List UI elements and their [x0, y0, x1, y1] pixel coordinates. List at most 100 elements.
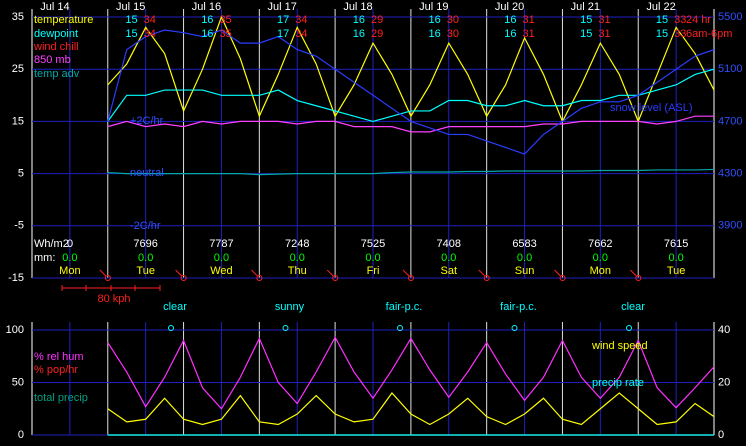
sky-label: sunny	[275, 301, 305, 313]
y-tick-label: -15	[8, 272, 24, 284]
adv-label: -2C/hr	[130, 220, 161, 232]
legend-entry: wind chill	[33, 41, 79, 53]
wind-barb	[104, 275, 111, 281]
daily-low: 17	[277, 14, 289, 26]
daily-low: 17	[277, 28, 289, 40]
y-tick-label: 5	[18, 168, 24, 180]
legend-entry: snow level (ASL)	[610, 102, 693, 114]
daily-high: 33	[674, 28, 686, 40]
daily-high: 34	[144, 28, 156, 40]
legend-entry: % pop/hr	[34, 364, 78, 376]
daily-high: 31	[523, 28, 535, 40]
sky-icon	[168, 325, 174, 331]
series-line	[107, 15, 715, 124]
adv-label: neutral	[130, 167, 164, 179]
daily-high: 34	[295, 28, 307, 40]
legend-entry: 850 mb	[34, 54, 71, 66]
daily-high: 33	[674, 14, 686, 26]
wind-barb	[559, 275, 566, 281]
precip-value: 0.0	[214, 252, 229, 264]
daily-low: 16	[504, 14, 516, 26]
legend-entry: total precip	[34, 392, 88, 404]
y-tick-label: 100	[6, 324, 24, 336]
series-line	[107, 29, 715, 155]
daily-high: 29	[371, 28, 383, 40]
y-tick-label: 15	[12, 115, 24, 127]
x-tick-label: Jul 17	[268, 1, 297, 13]
wind-barb	[99, 269, 107, 277]
row-label: Wh/m2	[34, 238, 69, 250]
legend-entry: dewpoint	[34, 28, 78, 40]
y-tick-label: -5	[14, 220, 24, 232]
day-label: Mon	[590, 265, 611, 277]
daily-low: 16	[201, 28, 213, 40]
day-label: Wed	[210, 265, 232, 277]
sky-label: fair-p.c.	[386, 301, 423, 313]
x-tick-label: Jul 22	[646, 1, 675, 13]
period-label: 6am-6pm	[686, 28, 732, 40]
solar-value: 7408	[437, 238, 461, 250]
sky-label: fair-p.c.	[500, 301, 537, 313]
wind-scale-label: 80 kph	[97, 293, 130, 305]
period-label: 24 hr	[686, 14, 711, 26]
x-tick-label: Jul 19	[419, 1, 448, 13]
daily-high: 29	[371, 14, 383, 26]
sky-icon	[397, 325, 403, 331]
sky-label: clear	[163, 301, 187, 313]
daily-low: 16	[504, 28, 516, 40]
wind-barb	[408, 275, 414, 281]
wind-barb	[402, 269, 410, 277]
legend-entry: wind speed	[591, 340, 648, 352]
wind-barb	[635, 275, 642, 281]
y2-tick-label: 5500	[718, 11, 742, 23]
wind-barb	[483, 275, 490, 281]
daily-high: 31	[598, 14, 610, 26]
daily-high: 31	[523, 14, 535, 26]
daily-low: 16	[353, 14, 365, 26]
legend-entry: % rel hum	[34, 351, 84, 363]
precip-value: 0.0	[441, 252, 456, 264]
solar-value: 7696	[133, 238, 157, 250]
y2-tick-label: 40	[718, 324, 730, 336]
precip-value: 0.0	[62, 252, 77, 264]
daily-low: 15	[580, 14, 592, 26]
wind-barb	[256, 275, 263, 281]
daily-high: 34	[295, 14, 307, 26]
sky-icon	[626, 325, 632, 331]
solar-value: 7248	[285, 238, 309, 250]
daily-low: 16	[429, 14, 441, 26]
day-label: Fri	[367, 265, 380, 277]
day-label: Tue	[136, 265, 155, 277]
solar-value: 7525	[361, 238, 385, 250]
precip-value: 0.0	[517, 252, 532, 264]
daily-low: 15	[580, 28, 592, 40]
daily-low: 16	[353, 28, 365, 40]
day-label: Tue	[667, 265, 686, 277]
wind-barb	[175, 269, 183, 277]
x-tick-label: Jul 18	[343, 1, 372, 13]
wind-barb	[332, 275, 339, 281]
wind-barb	[629, 269, 637, 277]
y-tick-label: 0	[18, 429, 24, 441]
solar-value: 0	[67, 238, 73, 250]
series-line	[107, 168, 715, 176]
x-tick-label: Jul 16	[192, 1, 221, 13]
precip-value: 0.0	[668, 252, 683, 264]
daily-low: 15	[656, 28, 668, 40]
legend-entry: precip rate	[592, 377, 644, 389]
wind-barb	[180, 275, 187, 281]
wind-barb	[251, 269, 258, 277]
daily-high: 34	[144, 14, 156, 26]
daily-low: 15	[125, 14, 137, 26]
sky-icon	[282, 325, 289, 331]
precip-value: 0.0	[365, 252, 380, 264]
sky-icon	[511, 325, 518, 331]
daily-high: 30	[447, 14, 459, 26]
y2-tick-label: 20	[718, 376, 730, 388]
daily-low: 16	[201, 14, 213, 26]
y-tick-label: 50	[12, 376, 24, 388]
daily-high: 31	[598, 28, 610, 40]
daily-high: 30	[447, 28, 459, 40]
daily-low: 16	[429, 28, 441, 40]
